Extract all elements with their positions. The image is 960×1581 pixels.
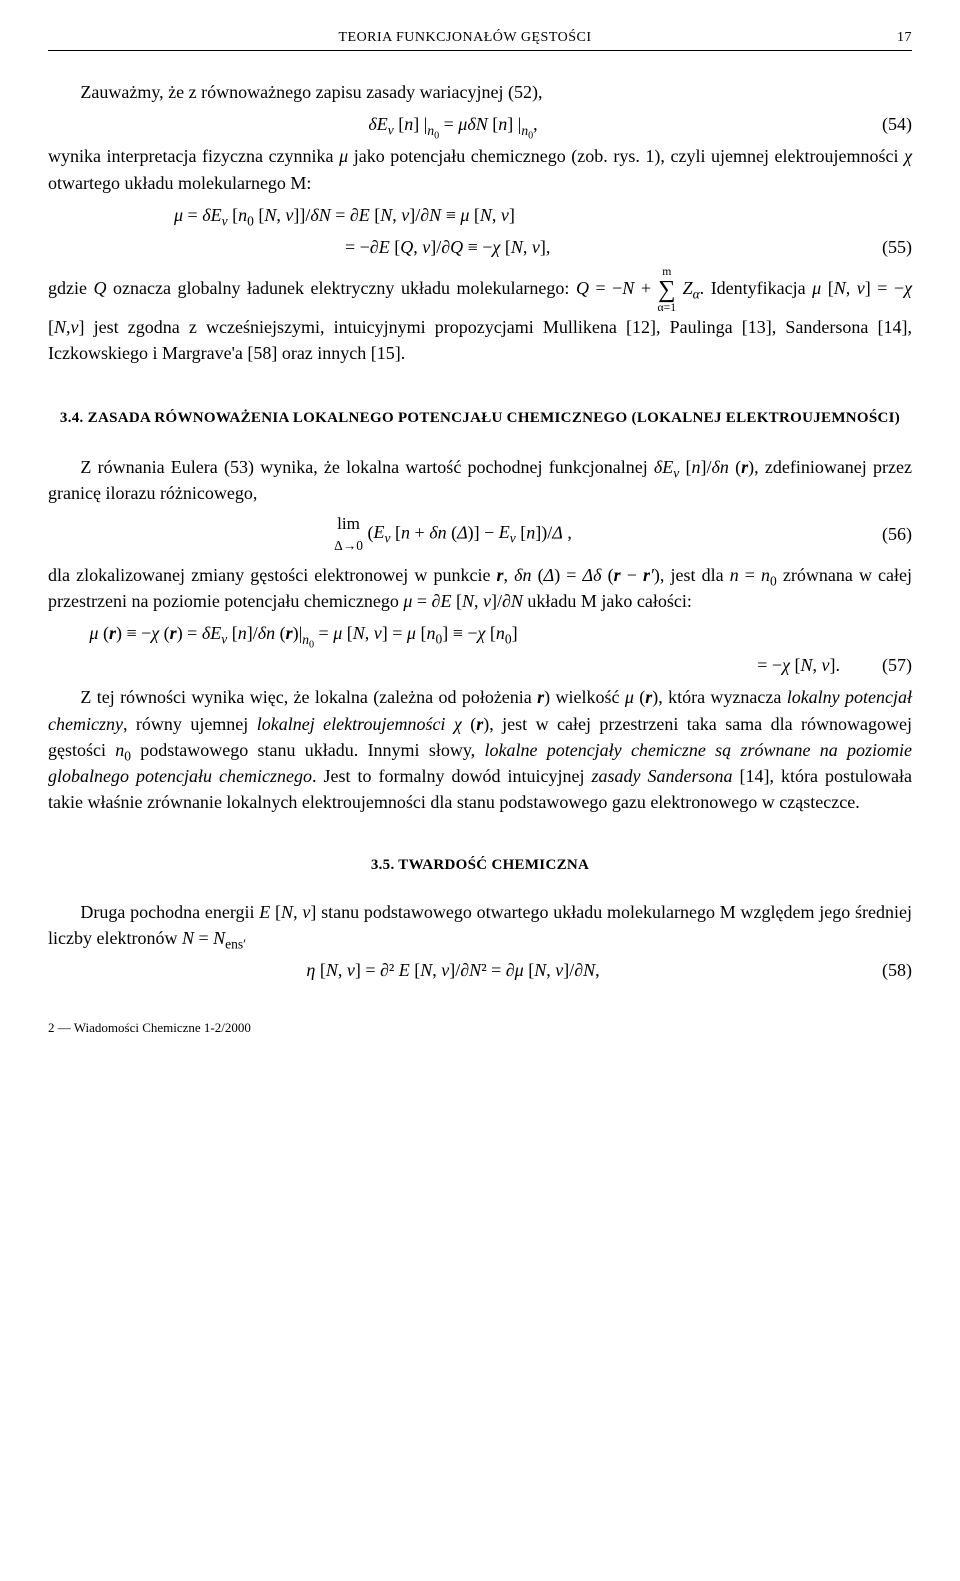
equation-number: (57) bbox=[858, 652, 912, 678]
section-heading-3-5: 3.5. TWARDOŚĆ CHEMICZNA bbox=[48, 855, 912, 877]
equation-number: (55) bbox=[858, 234, 912, 260]
paragraph: Z równania Eulera (53) wynika, że lokaln… bbox=[48, 454, 912, 506]
equation-57-line2: = −χ [N, v]. (57) bbox=[48, 652, 912, 678]
equation-body: = −χ [N, v]. bbox=[48, 652, 858, 678]
paragraph: Z tej równości wynika więc, że lokalna (… bbox=[48, 684, 912, 814]
equation-body: = −∂E [Q, v]/∂Q ≡ −χ [N, v], bbox=[48, 234, 858, 260]
equation-number: (56) bbox=[858, 521, 912, 547]
header-title: TEORIA FUNKCJONAŁÓW GĘSTOŚCI bbox=[48, 28, 882, 48]
equation-58: η [N, v] = ∂² E [N, v]/∂N² = ∂μ [N, v]/∂… bbox=[48, 957, 912, 983]
section-heading-3-4: 3.4. ZASADA RÓWNOWAŻENIA LOKALNEGO POTEN… bbox=[48, 408, 912, 430]
equation-body: δEv [n] |n0 = μδN [n] |n0, bbox=[48, 111, 858, 137]
running-header: TEORIA FUNKCJONAŁÓW GĘSTOŚCI 17 bbox=[48, 28, 912, 51]
equation-body: μ = δEv [n0 [N, v]]/δN = ∂E [N, v]/∂N ≡ … bbox=[48, 202, 858, 228]
equation-55-line1: μ = δEv [n0 [N, v]]/δN = ∂E [N, v]/∂N ≡ … bbox=[48, 202, 912, 228]
paragraph: gdzie Q oznacza globalny ładunek elektry… bbox=[48, 266, 912, 366]
equation-number: (54) bbox=[858, 111, 912, 137]
equation-55-line2: = −∂E [Q, v]/∂Q ≡ −χ [N, v], (55) bbox=[48, 234, 912, 260]
equation-57-line1: μ (r) ≡ −χ (r) = δEv [n]/δn (r)|n0 = μ [… bbox=[48, 620, 912, 646]
equation-body: limΔ→0 (Ev [n + δn (Δ)] − Ev [n])/Δ , bbox=[48, 512, 858, 556]
paragraph: dla zlokalizowanej zmiany gęstości elekt… bbox=[48, 562, 912, 614]
equation-54: δEv [n] |n0 = μδN [n] |n0, (54) bbox=[48, 111, 912, 137]
paragraph: Druga pochodna energii E [N, v] stanu po… bbox=[48, 899, 912, 951]
equation-56: limΔ→0 (Ev [n + δn (Δ)] − Ev [n])/Δ , (5… bbox=[48, 512, 912, 556]
paragraph: Zauważmy, że z równoważnego zapisu zasad… bbox=[48, 79, 912, 105]
page-footer: 2 — Wiadomości Chemiczne 1-2/2000 bbox=[48, 1019, 912, 1038]
equation-number: (58) bbox=[858, 957, 912, 983]
equation-body: μ (r) ≡ −χ (r) = δEv [n]/δn (r)|n0 = μ [… bbox=[48, 620, 858, 646]
equation-body: η [N, v] = ∂² E [N, v]/∂N² = ∂μ [N, v]/∂… bbox=[48, 957, 858, 983]
page-number: 17 bbox=[882, 28, 912, 48]
paragraph: wynika interpretacja fizyczna czynnika μ… bbox=[48, 143, 912, 195]
